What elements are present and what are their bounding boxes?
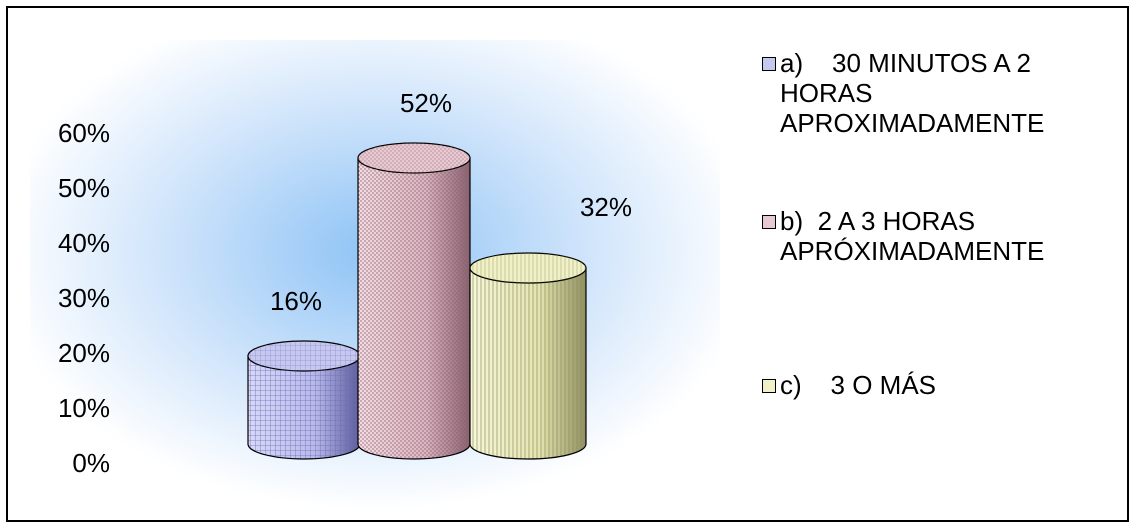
bar-c: [469, 252, 587, 460]
y-tick-label: 40%: [58, 228, 110, 258]
bar-top-texture: [358, 143, 470, 173]
bar-top-texture: [470, 253, 586, 283]
bar-body-texture: [247, 355, 361, 460]
bar-b: [357, 142, 471, 460]
y-tick-label: 30%: [58, 283, 110, 313]
legend-swatch-b: [762, 215, 776, 229]
y-tick-label: 50%: [58, 173, 110, 203]
legend-label-a: a) 30 MINUTOS A 2 HORAS APROXIMADAMENTE: [780, 48, 1045, 138]
y-axis: 0% 10% 20% 30% 40% 50% 60%: [58, 118, 110, 478]
y-tick-label: 60%: [58, 118, 110, 148]
legend-swatch-c: [762, 379, 776, 393]
data-label-b: 52%: [400, 88, 452, 118]
y-tick-label: 20%: [58, 338, 110, 368]
bar-body-texture: [469, 267, 587, 460]
data-label-c: 32%: [580, 192, 632, 222]
bar-top-texture: [248, 341, 360, 371]
bars-group: 16% 52% 32%: [247, 88, 632, 460]
legend-label-c: c) 3 O MÁS: [780, 370, 937, 400]
data-label-a: 16%: [270, 286, 322, 316]
bar-a: [247, 340, 361, 460]
legend-label-b: b) 2 A 3 HORAS APRÓXIMADAMENTE: [780, 206, 1045, 266]
legend-swatch-a: [762, 57, 776, 71]
y-tick-label: 10%: [58, 393, 110, 423]
bar-body-texture: [357, 157, 471, 460]
y-tick-label: 0%: [72, 448, 110, 478]
